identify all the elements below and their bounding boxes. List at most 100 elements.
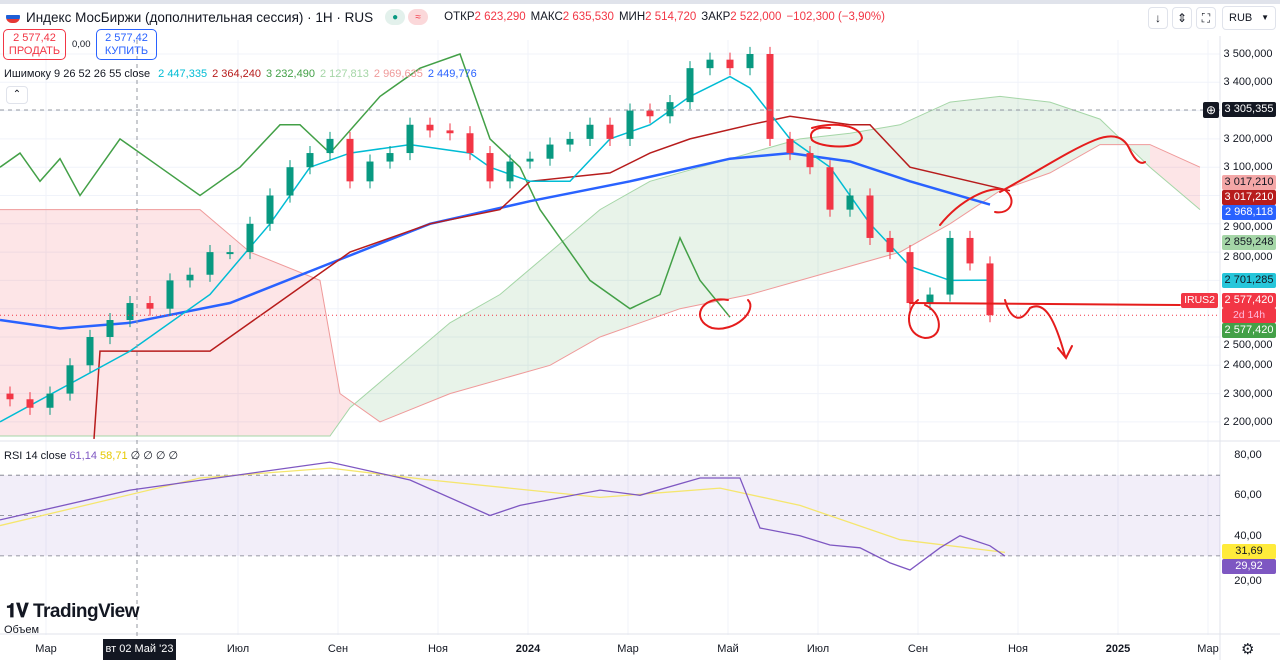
candle-body [406,124,414,154]
candle-body [906,252,914,304]
ichimoku-cloud-segment [600,181,650,337]
price-tag: 2 577,420 [1222,323,1276,339]
crosshair-time-label: вт 02 Май '23 [103,639,176,660]
ichimoku-cloud-segment [320,280,330,437]
candle-body [726,59,734,69]
ohlc-label: МАКС [530,11,563,23]
currency-select[interactable]: RUB ▼ [1222,6,1276,30]
candle-body [66,365,74,394]
time-tick-label: Сен [907,643,929,655]
candle-body [306,153,314,168]
time-tick-label: Сен [327,643,349,655]
candle-body [266,195,274,224]
candle-body [986,263,994,316]
watermark-text: TradingView [32,601,140,622]
candle-body [46,393,54,408]
candle-body [206,252,214,275]
sell-label: ПРОДАТЬ [8,45,61,57]
rsi-empty-values: ∅ ∅ ∅ ∅ [130,450,179,462]
price-tick-label: 3 500,000 [1223,48,1273,60]
ichimoku-cloud-segment [1150,144,1200,210]
ichimoku-cloud-segment [700,153,750,305]
candle-body [706,59,714,69]
collapse-panes-icon[interactable]: ⇕ [1172,7,1192,29]
chikou-span-line [0,53,731,318]
candle-body [6,393,14,400]
ichimoku-value: 2 364,240 [212,68,262,80]
candle-body [666,102,674,117]
candle-body [626,110,634,139]
ichimoku-cloud-segment [330,337,340,437]
sell-button[interactable]: 2 577,42 ПРОДАТЬ [3,29,66,60]
candle-body [946,237,954,295]
candle-body [186,274,194,281]
rsi-tick-label: 80,00 [1234,449,1262,461]
chart-header: Индекс МосБиржи (дополнительная сессия) … [6,9,890,25]
candle-body [286,167,294,196]
scroll-down-icon[interactable]: ↓ [1148,7,1168,29]
ichimoku-legend-name: Ишимоку 9 26 52 26 55 close [4,68,151,80]
ichimoku-cloud-segment [340,393,350,422]
ichimoku-cloud-segment [500,252,550,380]
ichimoku-cloud-segment [650,172,680,320]
delayed-data-icon[interactable]: ≈ [408,9,429,25]
candle-body [886,237,894,253]
ichimoku-legend[interactable]: Ишимоку 9 26 52 26 55 close 2 447,335 2 3… [4,68,482,80]
ohlc-label: ОТКР [444,11,475,23]
candle-body [446,130,454,134]
time-tick-label: Май [717,643,739,655]
price-tag: 2 859,248 [1222,235,1276,251]
price-tick-label: 3 400,000 [1223,76,1273,89]
rsi-ma-value: 58,71 [100,450,128,462]
rsi-value: 61,14 [69,450,97,462]
ichimoku-cloud-segment [1050,102,1100,173]
add-plus-icon: ⊕ [1203,102,1219,118]
rsi-tick-label: 20,00 [1234,574,1262,587]
fullscreen-icon[interactable]: ⛶ [1196,7,1216,29]
hand-drawn-annotation [1004,299,1073,360]
candle-body [686,68,694,103]
buy-button[interactable]: 2 577,42 КУПИТЬ [96,29,157,60]
spread-value: 0,00 [72,39,91,50]
tv-logo-icon: 𝟏𝐕 [6,601,33,622]
rsi-legend[interactable]: RSI 14 close 61,14 58,71 ∅ ∅ ∅ ∅ [4,449,178,462]
symbol-title[interactable]: Индекс МосБиржи (дополнительная сессия) … [26,9,374,25]
time-tick-label: Ноя [1007,643,1029,655]
ohlc-value: 2 635,530 [562,11,614,23]
symbol-tag: IRUS2 [1181,293,1218,309]
ohlc-value: 2 514,720 [645,11,697,23]
market-open-dot-icon[interactable]: ● [385,9,406,25]
price-tick-label: 3 200,000 [1223,132,1273,145]
settings-gear-icon[interactable]: ⚙ [1241,641,1255,658]
hand-drawn-annotation [810,123,864,148]
candle-body [826,167,834,210]
candle-body [386,153,394,162]
time-tick-label: Июл [226,643,250,655]
price-tick-label: 2 300,000 [1223,387,1273,400]
ichimoku-cloud-segment [200,209,250,437]
collapse-legend-button[interactable]: ⌃ [6,86,28,104]
ichimoku-cloud-segment [1000,96,1050,191]
candle-body [786,138,794,154]
ichimoku-cloud-segment [400,322,450,414]
candle-body [546,144,554,159]
price-tick-label: 2 500,000 [1223,339,1273,352]
candle-body [466,133,474,154]
candle-body [106,320,114,337]
russia-flag-icon [6,11,20,23]
ohlc-label: ЗАКР [701,11,731,23]
candle-body [646,110,654,117]
hand-drawn-annotation [699,298,752,330]
price-tag: 2 577,420 [1222,293,1276,309]
volume-pane-label[interactable]: Объем [4,624,40,636]
sell-price: 2 577,42 [13,32,56,44]
candle-body [966,237,974,264]
ichimoku-cloud-segment [680,167,700,309]
time-tick-label: 2024 [515,643,541,655]
rsi-tag: 29,92 [1222,558,1276,574]
ichimoku-cloud-segment [900,102,950,253]
ichimoku-cloud-segment [800,133,850,281]
time-tick-label: 2025 [1105,643,1131,655]
ichimoku-value: 2 449,776 [427,68,477,80]
